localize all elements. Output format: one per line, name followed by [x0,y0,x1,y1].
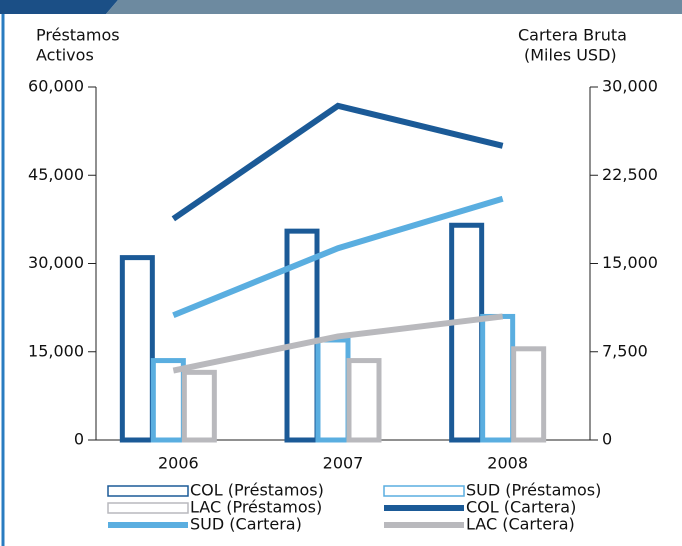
bar [346,358,382,443]
y-tick-label: 60,000 [28,77,84,96]
y-tick-label: 45,000 [28,165,84,184]
bar [181,369,217,443]
header-band [106,0,682,14]
x-tick-label: 2007 [323,454,364,473]
header-band [0,0,118,14]
line [172,313,504,374]
bar [119,255,155,443]
bar [480,313,516,443]
y2-tick-label: 0 [602,430,612,449]
legend-label: COL (Préstamos) [190,481,324,500]
y-tick-label: 15,000 [28,341,84,360]
bar [511,346,547,443]
y-axis-label: Préstamos [36,26,120,45]
y2-tick-label: 22,500 [602,165,658,184]
line [172,195,504,319]
y-tick-label: 30,000 [28,253,84,272]
bar [449,222,485,443]
y2-tick-label: 7,500 [602,341,648,360]
y2-axis-label: Cartera Bruta [518,26,627,45]
legend-swatch [383,485,465,497]
legend-label: SUD (Préstamos) [466,481,601,500]
x-tick-label: 2008 [487,454,528,473]
legend-label: SUD (Cartera) [190,515,302,534]
bar [315,337,351,443]
y-tick-label: 0 [74,430,84,449]
legend-swatch [107,485,189,497]
bar [284,228,320,443]
line [171,102,504,222]
legend-swatch [107,502,189,514]
legend-label: COL (Cartera) [466,498,576,517]
x-tick-label: 2006 [158,454,199,473]
y2-tick-label: 30,000 [602,77,658,96]
y2-tick-label: 15,000 [602,253,658,272]
y-axis-label: Activos [36,46,94,65]
legend-label: LAC (Préstamos) [190,498,322,517]
y2-axis-label: (Miles USD) [524,46,617,65]
legend-label: LAC (Cartera) [466,515,575,534]
